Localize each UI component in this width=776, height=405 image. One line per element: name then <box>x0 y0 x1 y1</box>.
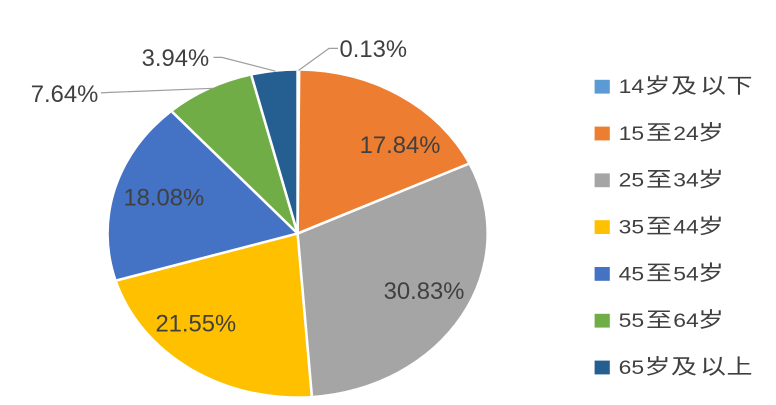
svg-text:34: 34 <box>673 169 699 191</box>
svg-text:18.08%: 18.08% <box>123 184 204 211</box>
svg-text:14: 14 <box>619 76 645 98</box>
svg-text:21.55%: 21.55% <box>155 310 236 337</box>
svg-text:65: 65 <box>619 356 645 378</box>
svg-text:0.13%: 0.13% <box>340 36 407 63</box>
svg-text:17.84%: 17.84% <box>360 132 441 159</box>
svg-text:64: 64 <box>673 310 699 332</box>
svg-text:35: 35 <box>619 216 645 238</box>
svg-text:3.94%: 3.94% <box>142 45 209 72</box>
svg-text:25: 25 <box>619 169 645 191</box>
svg-text:45: 45 <box>619 263 645 285</box>
svg-text:15: 15 <box>619 122 645 144</box>
svg-text:44: 44 <box>673 216 699 238</box>
svg-text:24: 24 <box>673 122 699 144</box>
svg-text:30.83%: 30.83% <box>384 278 465 305</box>
svg-text:7.64%: 7.64% <box>31 81 98 108</box>
svg-text:54: 54 <box>673 263 699 285</box>
svg-text:55: 55 <box>619 310 645 332</box>
